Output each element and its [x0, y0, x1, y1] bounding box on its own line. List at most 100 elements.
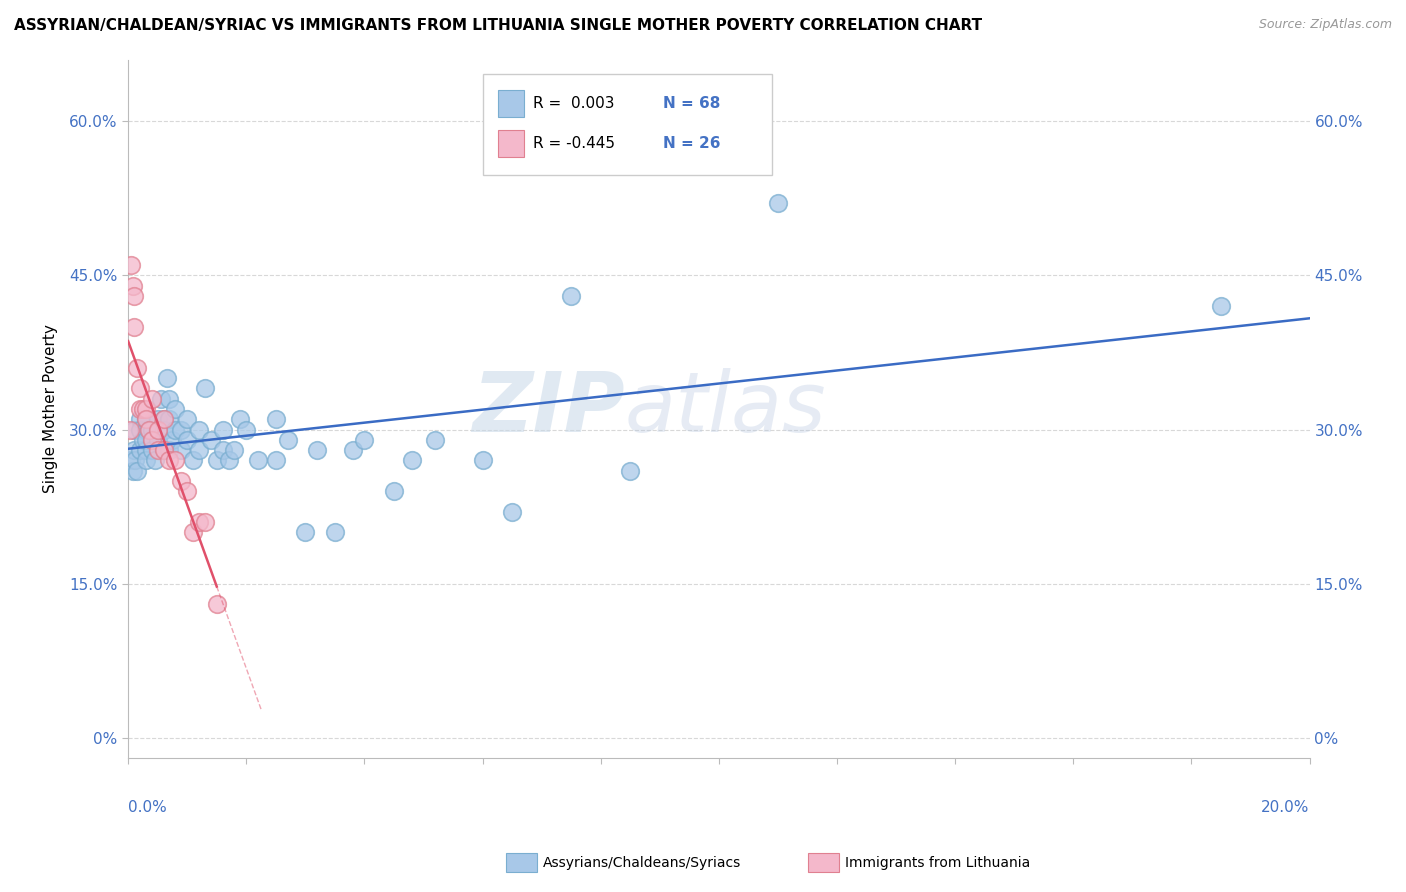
Point: [176, 433, 198, 447]
Point: [135, 433, 157, 447]
Point: [323, 525, 346, 540]
Text: atlas: atlas: [624, 368, 825, 450]
Point: [229, 412, 252, 426]
Point: [120, 453, 142, 467]
Point: [129, 443, 152, 458]
Point: [149, 392, 172, 406]
Point: [152, 443, 174, 458]
Text: N = 26: N = 26: [664, 136, 721, 151]
FancyBboxPatch shape: [498, 130, 524, 157]
Point: [138, 423, 160, 437]
Point: [146, 443, 169, 458]
Point: [211, 423, 233, 437]
Point: [188, 443, 211, 458]
Point: [176, 484, 198, 499]
Point: [170, 443, 193, 458]
Point: [264, 453, 287, 467]
Text: N = 68: N = 68: [664, 96, 721, 112]
Point: [129, 401, 152, 416]
Point: [129, 423, 152, 437]
Point: [135, 443, 157, 458]
Point: [124, 453, 146, 467]
Point: [294, 525, 316, 540]
Point: [194, 515, 217, 529]
Point: [200, 433, 222, 447]
Point: [307, 443, 329, 458]
Point: [122, 423, 145, 437]
Point: [766, 196, 789, 211]
Point: [560, 289, 582, 303]
Point: [218, 453, 240, 467]
Point: [122, 443, 145, 458]
Point: [129, 381, 152, 395]
Point: [141, 423, 163, 437]
Text: 0.0%: 0.0%: [128, 800, 167, 815]
Point: [342, 443, 364, 458]
Text: 20.0%: 20.0%: [1261, 800, 1309, 815]
Point: [135, 412, 157, 426]
Point: [159, 392, 181, 406]
Point: [132, 401, 155, 416]
Point: [135, 423, 157, 437]
Point: [132, 433, 155, 447]
Point: [165, 453, 187, 467]
Point: [143, 453, 166, 467]
Text: R =  0.003: R = 0.003: [533, 96, 614, 112]
Point: [152, 412, 174, 426]
Point: [120, 258, 142, 272]
Point: [181, 525, 204, 540]
Point: [188, 515, 211, 529]
Text: Immigrants from Lithuania: Immigrants from Lithuania: [845, 855, 1031, 870]
Text: Assyrians/Chaldeans/Syriacs: Assyrians/Chaldeans/Syriacs: [543, 855, 741, 870]
Y-axis label: Single Mother Poverty: Single Mother Poverty: [44, 325, 58, 493]
Point: [188, 423, 211, 437]
Point: [141, 443, 163, 458]
Point: [501, 505, 523, 519]
Point: [425, 433, 447, 447]
Point: [152, 423, 174, 437]
Point: [165, 401, 187, 416]
Point: [471, 453, 494, 467]
Point: [224, 443, 246, 458]
Point: [176, 412, 198, 426]
Point: [205, 597, 228, 611]
Point: [122, 319, 145, 334]
Point: [181, 453, 204, 467]
Point: [619, 464, 641, 478]
Point: [401, 453, 423, 467]
Text: ZIP: ZIP: [471, 368, 624, 450]
Point: [118, 423, 141, 437]
Point: [165, 423, 187, 437]
Point: [122, 289, 145, 303]
FancyBboxPatch shape: [482, 73, 772, 175]
Point: [152, 443, 174, 458]
Point: [247, 453, 270, 467]
Point: [152, 412, 174, 426]
Point: [264, 412, 287, 426]
Point: [194, 381, 217, 395]
Text: R = -0.445: R = -0.445: [533, 136, 616, 151]
Text: ASSYRIAN/CHALDEAN/SYRIAC VS IMMIGRANTS FROM LITHUANIA SINGLE MOTHER POVERTY CORR: ASSYRIAN/CHALDEAN/SYRIAC VS IMMIGRANTS F…: [14, 18, 983, 33]
Point: [146, 412, 169, 426]
Point: [125, 360, 148, 375]
Point: [135, 412, 157, 426]
Point: [129, 412, 152, 426]
Point: [122, 278, 145, 293]
Point: [138, 423, 160, 437]
Point: [146, 423, 169, 437]
Point: [205, 453, 228, 467]
FancyBboxPatch shape: [498, 90, 524, 117]
Point: [159, 443, 181, 458]
Point: [1209, 299, 1232, 313]
Point: [277, 433, 299, 447]
Point: [211, 443, 233, 458]
Point: [353, 433, 375, 447]
Point: [122, 464, 145, 478]
Point: [155, 371, 177, 385]
Point: [159, 453, 181, 467]
Point: [382, 484, 405, 499]
Point: [162, 433, 184, 447]
Point: [135, 401, 157, 416]
Point: [141, 392, 163, 406]
Point: [159, 412, 181, 426]
